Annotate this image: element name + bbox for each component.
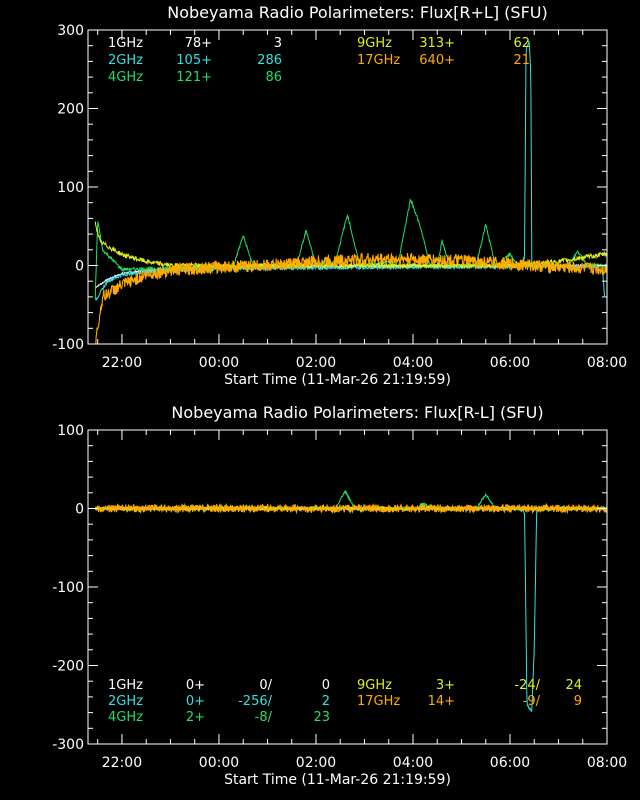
legend-value-b: -256/ <box>238 694 273 709</box>
legend-value-b: -8/ <box>255 710 273 725</box>
x-tick-label: 04:00 <box>393 355 433 371</box>
y-tick-label: -100 <box>52 580 84 596</box>
chart-title-1: Nobeyama Radio Polarimeters: Flux[R-L] (… <box>171 403 543 422</box>
x-tick-label: 02:00 <box>296 755 336 771</box>
x-axis-label-1: Start Time (11-Mar-26 21:19:59) <box>224 772 451 788</box>
y-tick-label: 100 <box>57 423 84 439</box>
legend-value-c: 9 <box>574 694 582 709</box>
legend-name: 4GHz <box>108 710 143 725</box>
legend-name: 9GHz <box>357 678 392 693</box>
y-tick-label: -200 <box>52 659 84 675</box>
x-tick-label: 06:00 <box>490 755 530 771</box>
series-17ghz-1 <box>94 502 607 515</box>
chart-title-0: Nobeyama Radio Polarimeters: Flux[R+L] (… <box>167 3 547 22</box>
legend-value-b: -24/ <box>514 678 540 693</box>
y-tick-label: -300 <box>52 737 84 753</box>
legend-value-c: 23 <box>313 710 330 725</box>
x-tick-label: 00:00 <box>199 355 239 371</box>
legend-value-a: 2+ <box>186 710 205 725</box>
legend-value-a: 3+ <box>436 678 455 693</box>
legend-value-b: 0/ <box>259 678 272 693</box>
y-tick-label: 0 <box>75 259 84 275</box>
y-tick-label: 200 <box>57 102 84 118</box>
y-tick-label: 300 <box>57 23 84 39</box>
legend-value-a: 78+ <box>185 36 212 51</box>
legend-value-b: 21 <box>513 53 530 68</box>
legend-value-b: 62 <box>513 36 530 51</box>
legend-name: 9GHz <box>357 36 392 51</box>
x-axis-label-0: Start Time (11-Mar-26 21:19:59) <box>224 372 451 388</box>
legend-name: 2GHz <box>108 53 143 68</box>
legend-name: 1GHz <box>108 36 143 51</box>
x-tick-label: 08:00 <box>587 355 627 371</box>
legend-value-c: 24 <box>565 678 582 693</box>
x-tick-label: 00:00 <box>199 755 239 771</box>
x-tick-label: 04:00 <box>393 755 433 771</box>
legend-value-c: 2 <box>322 694 330 709</box>
legend-value-a: 0+ <box>186 678 205 693</box>
plot-frame-0 <box>87 29 608 345</box>
legend-value-b: 286 <box>257 53 282 68</box>
legend-name: 1GHz <box>108 678 143 693</box>
legend-value-a: 313+ <box>419 36 455 51</box>
legend-value-a: 640+ <box>419 53 455 68</box>
y-tick-label: -100 <box>52 337 84 353</box>
legend-name: 4GHz <box>108 70 143 85</box>
legend-value-c: 0 <box>322 678 330 693</box>
legend-value-a: 0+ <box>186 694 205 709</box>
legend-value-b: 3 <box>274 36 282 51</box>
legend-name: 17GHz <box>357 694 400 709</box>
y-tick-label: 0 <box>75 502 84 518</box>
legend-value-a: 121+ <box>176 70 212 85</box>
x-tick-label: 22:00 <box>102 355 142 371</box>
legend-value-b: 86 <box>265 70 282 85</box>
x-tick-label: 02:00 <box>296 355 336 371</box>
y-tick-label: 100 <box>57 180 84 196</box>
x-tick-label: 08:00 <box>587 755 627 771</box>
legend-value-a: 14+ <box>428 694 455 709</box>
legend-value-b: -9/ <box>523 694 541 709</box>
legend-name: 17GHz <box>357 53 400 68</box>
series-4ghz-0 <box>94 198 607 299</box>
x-tick-label: 06:00 <box>490 355 530 371</box>
series-17ghz-0 <box>94 252 607 344</box>
legend-value-a: 105+ <box>176 53 212 68</box>
x-tick-label: 22:00 <box>102 755 142 771</box>
legend-name: 2GHz <box>108 694 143 709</box>
